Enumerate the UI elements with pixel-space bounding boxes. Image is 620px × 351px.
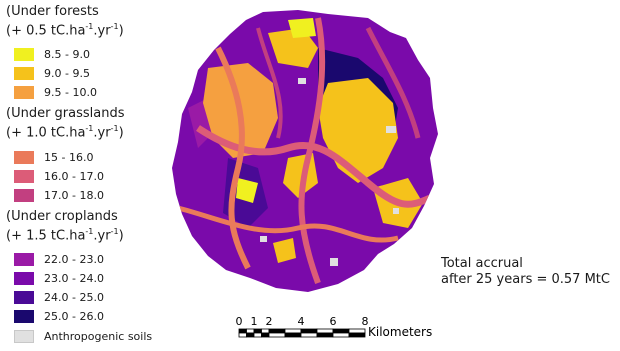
legend-group-grasslands: (Under grasslands (+ 1.0 tC.ha-1.yr-1) 1… <box>6 106 176 204</box>
legend-swatch <box>14 309 34 323</box>
legend-rate-grasslands: (+ 1.0 tC.ha-1.yr-1) <box>6 124 124 141</box>
scale-tick-label: 6 <box>330 315 337 328</box>
legend-title-croplands: (Under croplands <box>6 208 118 224</box>
grassland-corridor <box>298 17 326 285</box>
anthropogenic-area <box>298 78 306 84</box>
legend-item-label: 22.0 - 23.0 <box>44 252 104 266</box>
legend-swatch <box>14 169 34 183</box>
legend-title-grasslands: (Under grasslands <box>6 106 125 122</box>
legend-item: 24.0 - 25.0 <box>6 288 176 307</box>
grassland-corridor <box>177 205 399 243</box>
legend-swatch <box>14 188 34 202</box>
legend-item: 9.5 - 10.0 <box>6 83 176 102</box>
legend-title-forests: (Under forests <box>6 4 99 19</box>
legend-swatch <box>14 67 34 81</box>
legend-item: 22.0 - 23.0 <box>6 250 176 269</box>
legend: (Under forests (+ 0.5 tC.ha-1.yr-1) 8.5 … <box>6 4 176 330</box>
legend-rate-croplands: (+ 1.5 tC.ha-1.yr-1) <box>6 226 124 243</box>
carbon-accrual-map <box>172 10 438 292</box>
legend-item-label: 17.0 - 18.0 <box>44 188 104 202</box>
legend-item: 15 - 16.0 <box>6 148 176 167</box>
legend-item-label: 23.0 - 24.0 <box>44 271 104 285</box>
legend-swatch <box>14 150 34 164</box>
legend-item-label: 16.0 - 17.0 <box>44 169 104 183</box>
legend-item: 23.0 - 24.0 <box>6 269 176 288</box>
legend-item-label: 9.0 - 9.5 <box>44 67 90 81</box>
legend-swatch <box>14 290 34 304</box>
scale-tick-label: 1 <box>251 315 258 328</box>
forest-area <box>268 28 318 68</box>
legend-item-label: Anthropogenic soils <box>44 330 153 343</box>
legend-item-label: 15 - 16.0 <box>44 150 94 164</box>
legend-item: 9.0 - 9.5 <box>6 64 176 83</box>
grassland-corridor <box>365 26 421 139</box>
total-accrual-annotation: Total accrual after 25 years = 0.57 MtC <box>441 256 610 288</box>
legend-item: 8.5 - 9.0 <box>6 45 176 64</box>
scale-tick-label: 2 <box>266 315 273 328</box>
scale-bar-segments <box>238 328 366 338</box>
legend-item: 16.0 - 17.0 <box>6 167 176 186</box>
scale-bar: 0 1 2 4 6 8 Kilometers <box>236 315 433 339</box>
forest-area <box>236 178 258 203</box>
legend-group-forests: (Under forests (+ 0.5 tC.ha-1.yr-1) 8.5 … <box>6 4 176 102</box>
scale-tick-label: 0 <box>236 315 243 328</box>
scale-tick-label: 4 <box>298 315 305 328</box>
legend-swatch <box>14 252 34 266</box>
legend-item-label: 9.5 - 10.0 <box>44 86 97 100</box>
legend-group-croplands: (Under croplands (+ 1.5 tC.ha-1.yr-1) 22… <box>6 209 176 326</box>
anthropogenic-area <box>330 258 338 266</box>
anthropogenic-area <box>386 126 396 133</box>
legend-swatch <box>14 271 34 285</box>
scale-tick-label: 8 <box>362 315 369 328</box>
legend-swatch <box>14 48 34 62</box>
legend-item-anthropogenic: Anthropogenic soils <box>6 330 152 343</box>
legend-swatch <box>14 86 34 100</box>
forest-area <box>288 18 316 38</box>
grassland-corridor <box>215 46 251 270</box>
accrual-line-1: Total accrual <box>441 256 523 271</box>
forest-area <box>273 238 296 263</box>
legend-item: 17.0 - 18.0 <box>6 186 176 205</box>
anthropogenic-area <box>393 208 399 214</box>
scale-unit-label: Kilometers <box>368 325 432 339</box>
legend-item: 25.0 - 26.0 <box>6 307 176 326</box>
legend-item-label: 25.0 - 26.0 <box>44 309 104 323</box>
map-landuse <box>172 10 438 292</box>
accrual-line-2: after 25 years = 0.57 MtC <box>441 272 610 287</box>
legend-item-label: 24.0 - 25.0 <box>44 290 104 304</box>
legend-item-label: 8.5 - 9.0 <box>44 48 90 62</box>
grassland-corridor <box>256 27 283 139</box>
legend-rate-forests: (+ 0.5 tC.ha-1.yr-1) <box>6 22 124 39</box>
legend-swatch <box>14 330 34 343</box>
anthropogenic-area <box>260 236 267 242</box>
